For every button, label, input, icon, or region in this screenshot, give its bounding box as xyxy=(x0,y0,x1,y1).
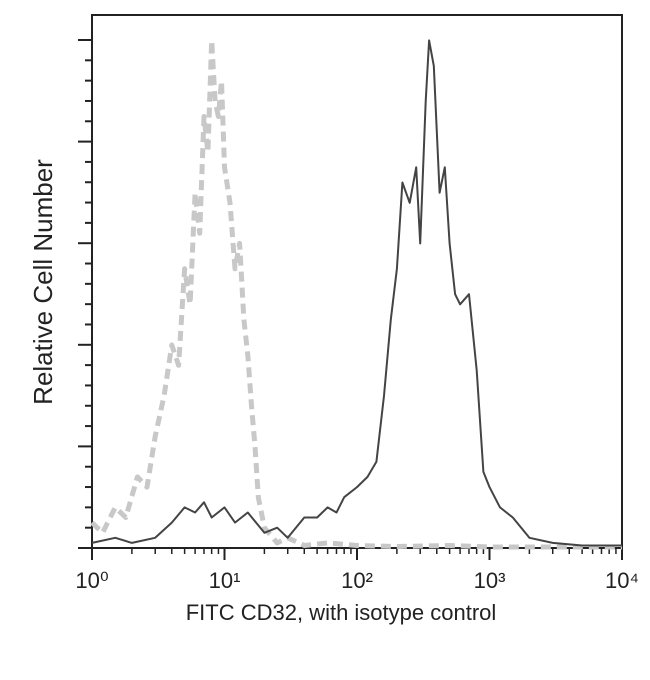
y-axis-label: Relative Cell Number xyxy=(28,159,58,405)
x-tick-label: 10⁰ xyxy=(75,568,108,593)
x-axis-label: FITC CD32, with isotype control xyxy=(186,600,497,625)
x-tick-label: 10⁴ xyxy=(605,568,639,593)
plot-frame xyxy=(91,14,623,549)
x-tick-label: 10² xyxy=(341,568,373,593)
x-tick-label: 10¹ xyxy=(209,568,241,593)
series-line xyxy=(90,37,622,550)
series-line xyxy=(91,39,622,547)
x-tick-label: 10³ xyxy=(474,568,506,593)
